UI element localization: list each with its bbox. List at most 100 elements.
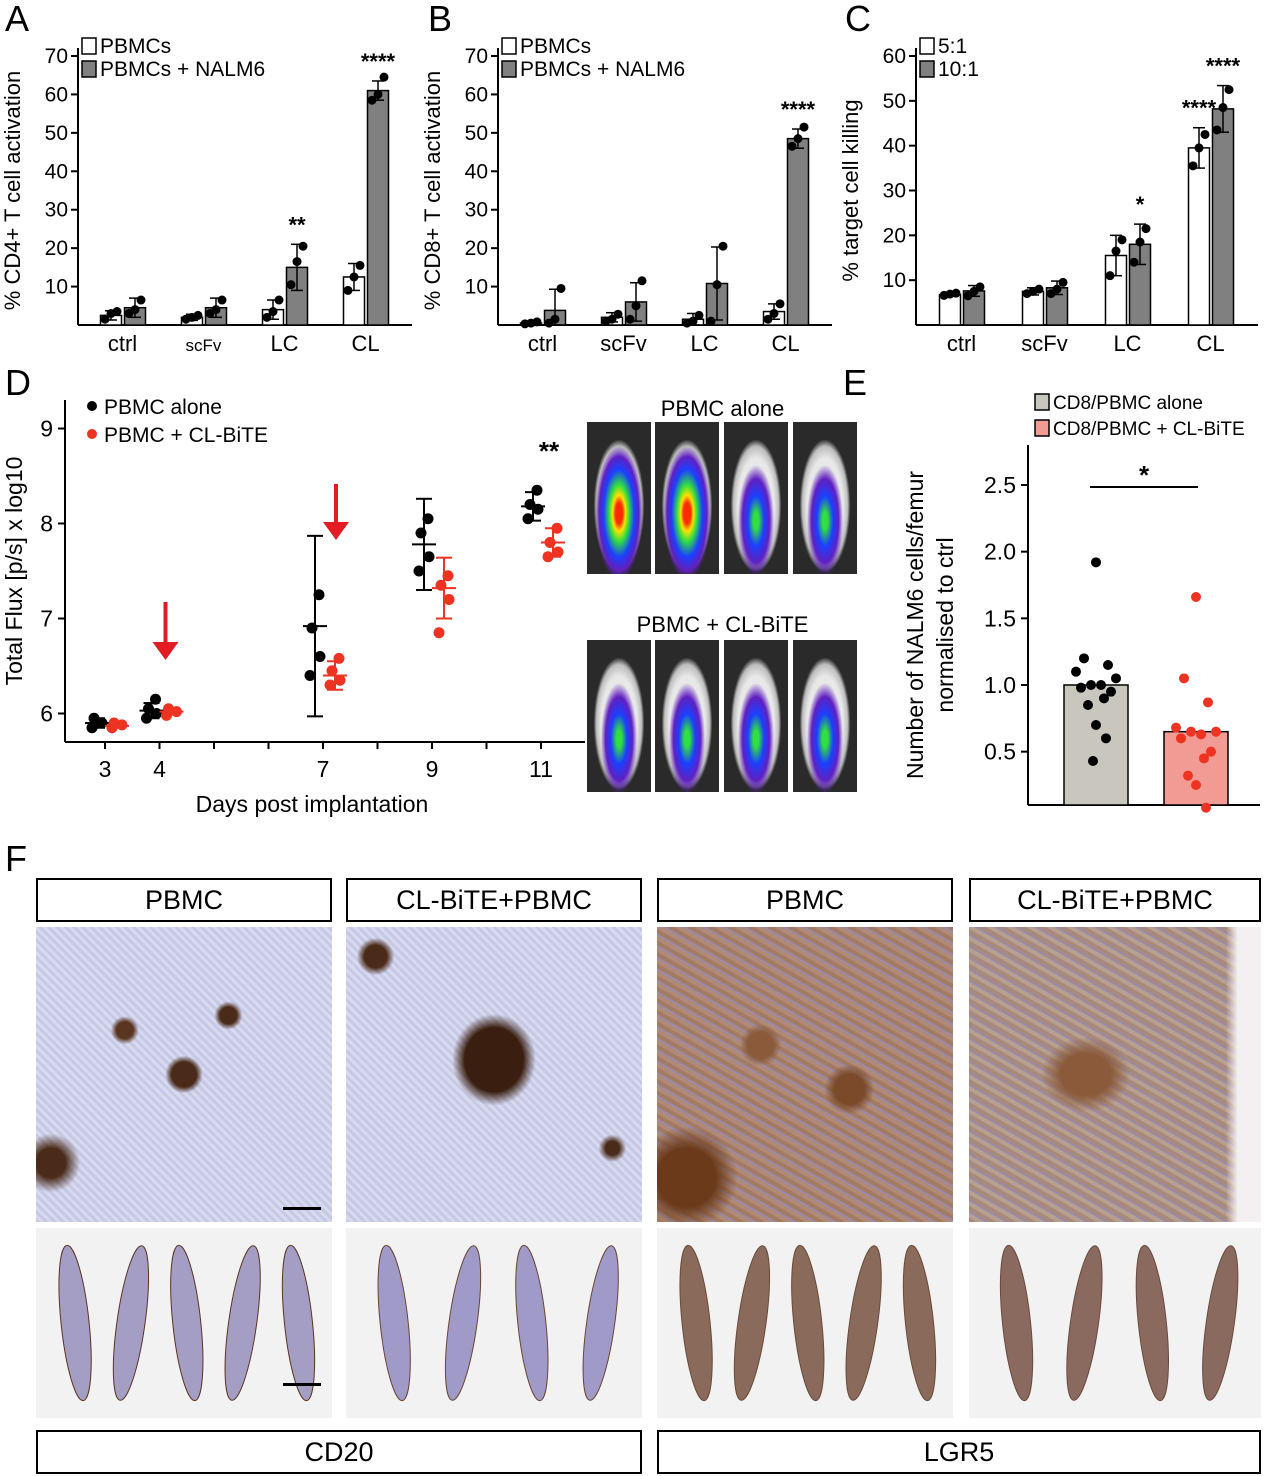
y-tick-label: 20 <box>45 237 68 260</box>
legend-swatch <box>81 37 97 55</box>
data-point <box>1117 235 1127 245</box>
cd20-pbmc-micrograph <box>36 927 332 1222</box>
spleen-section <box>281 1244 316 1402</box>
data-point <box>217 295 227 305</box>
y-axis-label: Number of NALM6 cells/femur <box>902 471 928 779</box>
bar <box>1187 147 1211 326</box>
data-point <box>706 316 716 326</box>
legend-swatch <box>919 37 935 55</box>
y-tick-label: 1.0 <box>984 672 1016 698</box>
spleen-section <box>112 1245 150 1401</box>
spleen-section <box>902 1244 937 1402</box>
data-point <box>1091 720 1101 730</box>
data-point <box>1091 557 1101 568</box>
y-tick-label: 40 <box>465 160 488 183</box>
spleen-section <box>224 1245 261 1401</box>
bar <box>1163 730 1229 806</box>
data-point <box>422 513 434 525</box>
data-point <box>532 503 544 515</box>
data-point <box>1191 592 1201 602</box>
y-tick-label: 50 <box>465 122 488 145</box>
x-tick-label: LC <box>690 331 718 356</box>
y-tick-label: 7 <box>40 606 53 632</box>
data-point <box>100 314 110 324</box>
spleen-section <box>444 1245 482 1401</box>
data-point <box>637 276 647 286</box>
significance-label: **** <box>781 97 816 122</box>
data-point <box>1199 753 1209 764</box>
spleen-section <box>999 1244 1034 1402</box>
y-tick-label: 60 <box>883 45 906 68</box>
y-axis-label: Total Flux [p/s] x log10 <box>1 457 27 686</box>
y-tick-label: 60 <box>465 83 488 106</box>
data-point <box>975 282 985 292</box>
data-point <box>631 301 641 311</box>
data-point <box>333 652 345 664</box>
data-point <box>556 283 566 293</box>
legend-label: PBMCs <box>520 35 591 58</box>
data-point <box>532 317 542 327</box>
y-tick-label: 30 <box>465 199 488 222</box>
significance-label: * <box>1139 460 1150 490</box>
lgr5-pbmc-spleens <box>657 1228 953 1418</box>
data-point <box>550 314 560 324</box>
data-point <box>1096 680 1106 690</box>
significance-label: **** <box>361 49 396 74</box>
mouse-bioluminescence-image <box>587 422 651 574</box>
y-tick-label: 20 <box>883 224 906 247</box>
data-point <box>694 310 704 320</box>
data-point <box>379 72 389 82</box>
data-point <box>1071 666 1081 677</box>
significance-label: **** <box>1206 54 1241 79</box>
y-tick-label: 20 <box>465 237 488 260</box>
mouse-bioluminescence-image <box>587 640 651 792</box>
y-tick-label: 9 <box>40 416 53 442</box>
data-point <box>552 546 564 558</box>
data-point <box>304 670 316 681</box>
data-point <box>86 722 98 734</box>
data-point <box>799 122 809 132</box>
data-point <box>1211 726 1221 737</box>
data-point <box>88 712 100 724</box>
data-point <box>433 627 445 639</box>
data-point <box>607 314 617 324</box>
x-tick-label: ctrl <box>947 331 976 356</box>
spleen-sections <box>679 1244 937 1402</box>
y-tick-label: 0.5 <box>984 739 1016 765</box>
data-point <box>625 314 635 324</box>
x-tick-label: LC <box>270 331 298 356</box>
data-point <box>1218 103 1228 113</box>
data-point <box>1111 246 1121 256</box>
data-point <box>712 280 722 290</box>
mouse-bioluminescence-image <box>724 640 788 792</box>
y-axis-label: % target cell killing <box>838 99 863 281</box>
treatment-arrow-head <box>323 522 349 540</box>
data-point <box>108 717 120 729</box>
f-header-2: CL-BiTE+PBMC <box>346 878 642 922</box>
data-point <box>1129 257 1139 267</box>
data-point <box>542 551 554 563</box>
mouse-images-bottom-label: PBMC + CL-BiTE <box>636 612 809 637</box>
legend-swatch <box>1034 419 1050 437</box>
data-point <box>367 95 377 105</box>
cd20-pbmc-spleens <box>36 1228 332 1418</box>
data-point <box>1141 224 1151 234</box>
y-tick-label: 6 <box>40 701 53 727</box>
data-point <box>1101 733 1111 744</box>
panel-letter-a: A <box>5 0 30 39</box>
data-point <box>769 308 779 318</box>
mouse-images-top-label: PBMC alone <box>660 396 785 421</box>
data-point <box>1224 85 1234 95</box>
significance-label: **** <box>1182 96 1217 121</box>
data-point <box>688 316 698 326</box>
scale-bar-bottom <box>283 1383 321 1386</box>
spleen-section <box>582 1245 619 1401</box>
y-tick-label: 60 <box>45 83 68 106</box>
data-point <box>373 89 383 99</box>
data-point <box>1176 733 1186 744</box>
y-tick-label: 70 <box>465 45 488 68</box>
mouse-bioluminescence-image <box>724 422 788 574</box>
mouse-bioluminescence-image <box>655 640 719 792</box>
data-point <box>136 295 146 305</box>
data-point <box>150 693 161 705</box>
